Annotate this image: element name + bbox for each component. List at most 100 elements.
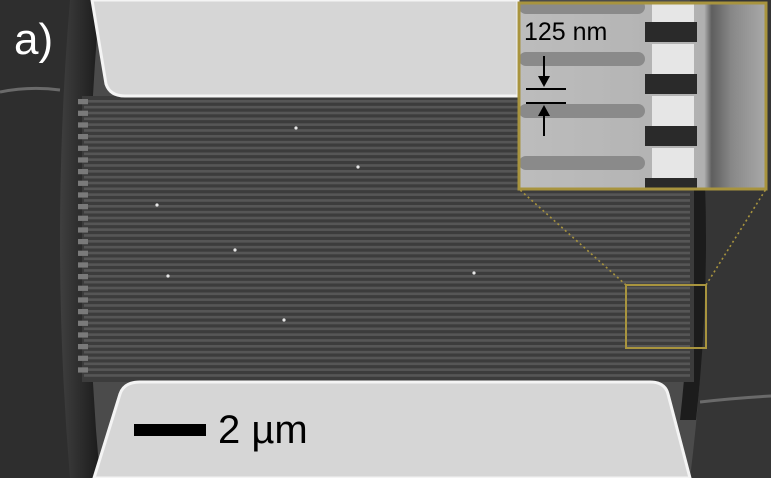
scale-bar-label: 2 µm <box>218 408 308 452</box>
particle <box>233 248 237 252</box>
grating-line <box>84 368 690 371</box>
grating-line <box>84 292 690 296</box>
left-finger-comb <box>78 99 88 373</box>
contact-finger <box>78 110 88 116</box>
grating-line <box>84 374 690 377</box>
zoom-guide-right <box>705 188 767 286</box>
contact-finger <box>78 320 88 326</box>
contact-finger <box>78 192 88 198</box>
contact-finger <box>78 309 88 315</box>
contact-finger <box>78 367 88 373</box>
grating-line <box>84 263 690 266</box>
surface-residue <box>0 86 61 94</box>
particle <box>294 126 298 130</box>
grating-line <box>84 310 690 313</box>
grating-line <box>84 193 690 196</box>
inset-finger-pad <box>652 148 694 178</box>
inset-gap <box>645 74 697 94</box>
contact-finger <box>78 332 88 338</box>
grating-line <box>84 181 690 185</box>
contact-finger <box>78 355 88 361</box>
contact-finger <box>78 180 88 186</box>
contact-finger <box>78 157 88 163</box>
zoom-guide-left <box>518 188 627 286</box>
contact-finger <box>78 99 88 105</box>
inset-dimension-label: 125 nm <box>524 18 608 46</box>
contact-finger <box>78 227 88 233</box>
grating-line <box>84 210 690 214</box>
grating-line <box>84 123 690 126</box>
dimension-arrowhead-down <box>538 76 550 87</box>
inset-grating-line <box>519 3 645 14</box>
grating-line <box>84 222 690 226</box>
inset-zoom <box>519 3 766 189</box>
inset-gap <box>645 126 697 146</box>
contact-finger <box>78 215 88 221</box>
grating-line <box>84 356 690 360</box>
grating-line <box>84 164 690 167</box>
top-contact-pad <box>90 0 520 98</box>
contact-finger <box>78 239 88 245</box>
contact-finger <box>78 122 88 128</box>
contact-finger <box>78 134 88 140</box>
inset-finger-pad <box>652 3 694 22</box>
grating-line <box>84 228 690 231</box>
particle <box>166 274 170 278</box>
grating-line <box>84 315 690 319</box>
grating-line <box>84 187 690 191</box>
grating-line <box>84 345 690 348</box>
grating-line <box>84 100 690 103</box>
dimension-arrowhead-up <box>538 105 550 116</box>
inset-gap <box>645 178 697 189</box>
grating-line <box>84 152 690 156</box>
contact-finger <box>78 285 88 291</box>
grating-line <box>84 257 690 261</box>
inset-frame <box>517 1 768 191</box>
grating-line <box>84 245 690 249</box>
grating-line <box>84 216 690 220</box>
particle <box>282 318 286 322</box>
grating-line <box>84 234 690 237</box>
grating-line <box>84 362 690 366</box>
inset-grating-line <box>519 156 645 170</box>
contact-finger <box>78 344 88 350</box>
grating-line <box>84 140 690 144</box>
grating-line <box>84 275 690 278</box>
grating-line <box>84 339 690 342</box>
contact-finger <box>78 262 88 268</box>
grating-line <box>84 251 690 255</box>
grating-line <box>84 286 690 290</box>
zoom-region-box <box>625 284 707 349</box>
grating-line <box>84 105 690 109</box>
grating-line <box>84 327 690 331</box>
grating-line <box>84 158 690 161</box>
grating-line <box>84 205 690 208</box>
grating-line <box>84 269 690 272</box>
grating-line <box>84 170 690 173</box>
inset-finger-pad <box>652 44 694 74</box>
grating-line <box>84 298 690 301</box>
contact-finger <box>78 145 88 151</box>
particle <box>356 165 360 169</box>
bottom-contact-pad <box>92 380 692 478</box>
inset-finger-pad <box>652 96 694 126</box>
particle <box>155 203 159 207</box>
grating-line <box>84 175 690 179</box>
surface-residue <box>699 394 771 404</box>
grating-line <box>84 304 690 307</box>
grating-line <box>84 146 690 150</box>
scale-bar <box>134 424 206 436</box>
inset-grating-line <box>519 104 645 118</box>
contact-finger <box>78 169 88 175</box>
grating-line <box>84 350 690 354</box>
particle <box>472 271 476 275</box>
grating-line <box>84 240 690 243</box>
grating-line <box>84 129 690 132</box>
grating-line <box>84 111 690 115</box>
grating-line <box>84 199 690 202</box>
grating-lines <box>84 100 690 377</box>
contact-finger <box>78 250 88 256</box>
grating-line <box>84 280 690 284</box>
